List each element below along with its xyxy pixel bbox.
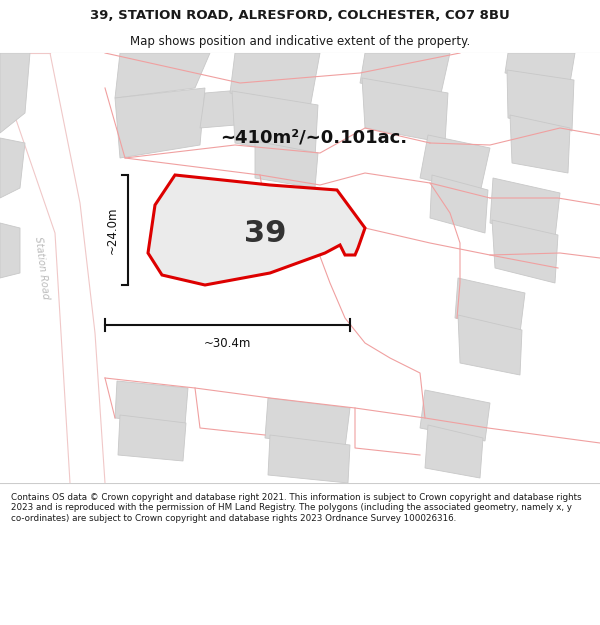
Polygon shape xyxy=(115,53,210,98)
Text: ~410m²/~0.101ac.: ~410m²/~0.101ac. xyxy=(220,128,407,146)
Polygon shape xyxy=(510,115,570,173)
Polygon shape xyxy=(0,138,25,198)
Polygon shape xyxy=(232,91,318,158)
Polygon shape xyxy=(200,353,310,483)
Polygon shape xyxy=(0,53,30,133)
Text: Contains OS data © Crown copyright and database right 2021. This information is : Contains OS data © Crown copyright and d… xyxy=(11,493,581,522)
Text: 39: 39 xyxy=(244,219,286,248)
Text: Station Road: Station Road xyxy=(33,236,51,300)
Polygon shape xyxy=(420,390,490,441)
Polygon shape xyxy=(115,381,188,425)
Polygon shape xyxy=(430,175,488,233)
Polygon shape xyxy=(200,88,265,128)
Polygon shape xyxy=(118,415,186,461)
Polygon shape xyxy=(490,178,560,238)
Polygon shape xyxy=(255,141,318,188)
Polygon shape xyxy=(265,398,350,448)
Polygon shape xyxy=(492,220,558,283)
Polygon shape xyxy=(148,175,365,285)
Polygon shape xyxy=(458,315,522,375)
Polygon shape xyxy=(115,88,205,158)
Polygon shape xyxy=(0,53,105,483)
Polygon shape xyxy=(360,53,450,98)
Polygon shape xyxy=(455,278,525,333)
Text: ~24.0m: ~24.0m xyxy=(106,206,119,254)
Polygon shape xyxy=(268,435,350,483)
Polygon shape xyxy=(507,70,574,131)
Polygon shape xyxy=(230,53,320,108)
Text: 39, STATION ROAD, ALRESFORD, COLCHESTER, CO7 8BU: 39, STATION ROAD, ALRESFORD, COLCHESTER,… xyxy=(90,9,510,22)
Text: ~30.4m: ~30.4m xyxy=(204,337,251,350)
Polygon shape xyxy=(425,425,483,478)
Polygon shape xyxy=(420,135,490,193)
Text: Map shows position and indicative extent of the property.: Map shows position and indicative extent… xyxy=(130,35,470,48)
Polygon shape xyxy=(505,53,575,83)
Polygon shape xyxy=(0,223,20,278)
Polygon shape xyxy=(362,78,448,143)
